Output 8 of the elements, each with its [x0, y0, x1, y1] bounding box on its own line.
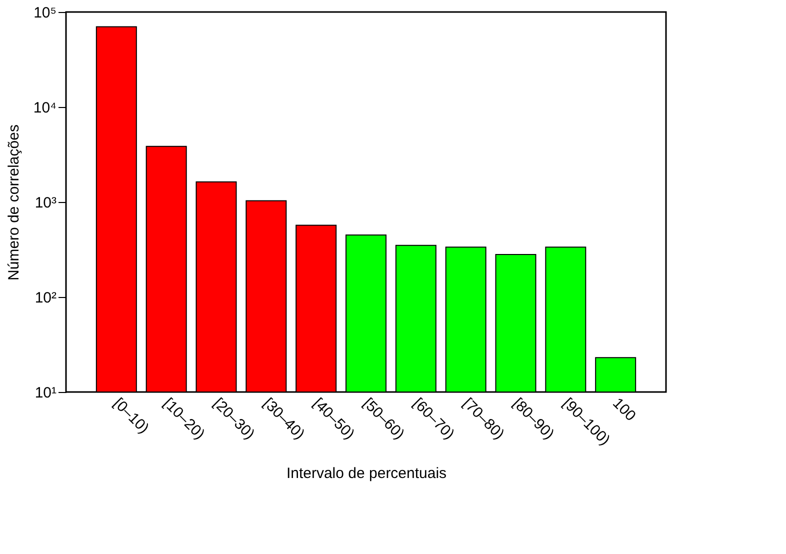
y-tick-label: 10³ [34, 194, 56, 212]
y-tick-label: 10¹ [34, 384, 56, 402]
y-tick-label: 10⁵ [34, 4, 56, 22]
x-axis-title: Intervalo de percentuais [286, 465, 447, 482]
y-axis-title: Número de correlações [5, 124, 22, 280]
y-tick-label: 10² [34, 290, 56, 306]
x-tick-label: 100 [609, 394, 639, 425]
y-tick-label: 10⁴ [33, 100, 56, 116]
